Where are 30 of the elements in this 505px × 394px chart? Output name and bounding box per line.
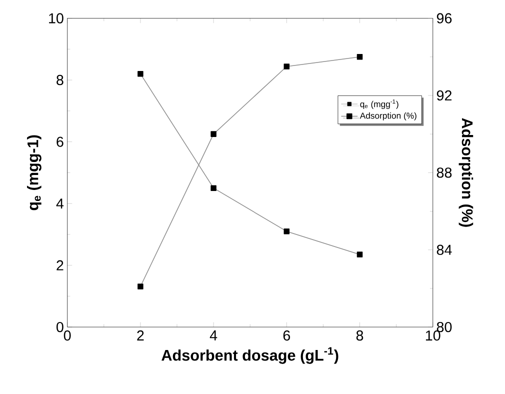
point	[356, 251, 363, 258]
x-tick-label: 0	[64, 330, 71, 340]
point	[138, 283, 144, 290]
x-tick-label: 10	[426, 330, 440, 340]
y2-tick-label: 92	[436, 90, 452, 100]
point	[210, 130, 216, 137]
y-tick-label: 2	[56, 260, 64, 270]
y-tick-label: 10	[49, 12, 64, 24]
y2-tick-label: 80	[436, 322, 452, 332]
point	[356, 54, 363, 60]
x-tick-label: 4	[210, 330, 218, 340]
x-tick-label: 8	[356, 330, 364, 340]
y-tick-label: 8	[56, 74, 64, 85]
y-axis-title: q$_{e}$ (mgg-1)	[27, 135, 42, 210]
legend-label: q$_{e}$ (mgg$^{-1}$)	[360, 99, 398, 109]
y-tick-label: 6	[56, 136, 64, 147]
y-tick-label: 0	[56, 322, 64, 332]
y2-tick-label: 88	[436, 167, 452, 178]
y-tick-label: 4	[56, 198, 64, 208]
y2-axis-title: Adsorption (%)	[458, 118, 474, 227]
point	[138, 70, 144, 77]
point	[284, 228, 290, 234]
y2-tick-label: 84	[436, 244, 452, 255]
y2-tick-label: 96	[436, 12, 452, 24]
x-axis-title: Adsorbent dosage (gL$^{-1}$)	[162, 347, 338, 364]
point	[284, 63, 290, 70]
legend-label: Adsorption (%)	[360, 112, 416, 120]
point	[210, 185, 216, 191]
x-tick-label: 6	[283, 330, 290, 340]
x-tick-label: 2	[137, 330, 144, 340]
